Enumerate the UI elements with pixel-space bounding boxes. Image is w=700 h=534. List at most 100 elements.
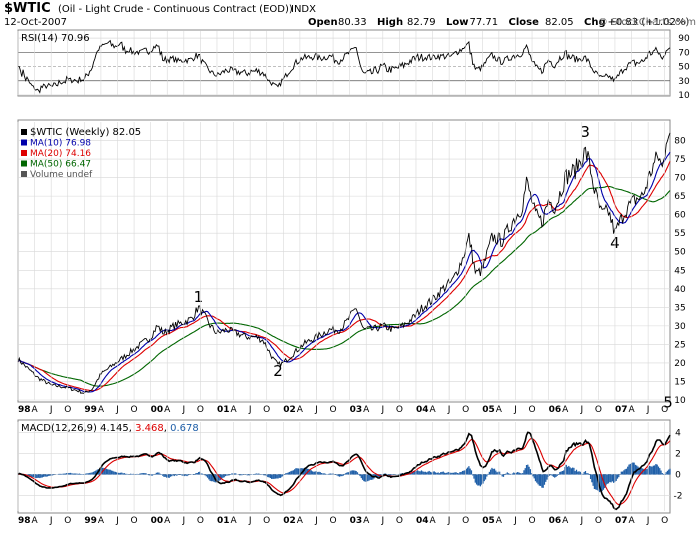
macd-histogram-bar xyxy=(572,468,573,475)
macd-histogram-bar xyxy=(490,470,491,475)
macd-histogram-bar xyxy=(486,474,487,476)
x-axis-layer: 9898AAJJOO9999AAJJOO0000AAJJOO0101AAJJOO… xyxy=(18,31,668,526)
macd-histogram-bar xyxy=(362,474,363,480)
macd-histogram-bar xyxy=(156,473,157,475)
macd-histogram-bar xyxy=(224,474,225,477)
month-tick-label: J xyxy=(248,405,252,415)
year-tick-label: 05 xyxy=(482,405,495,415)
macd-histogram-bar xyxy=(573,468,574,475)
macd-histogram-bar xyxy=(335,474,336,475)
macd-histogram-bar xyxy=(540,474,541,486)
macd-histogram-bar xyxy=(286,473,287,475)
macd-histogram-bar xyxy=(504,474,505,475)
macd-histogram-bar xyxy=(455,472,456,474)
price-tick-label: 50 xyxy=(674,248,686,258)
macd-histogram-bar xyxy=(429,471,430,475)
macd-histogram-bar xyxy=(145,473,146,474)
macd-histogram-bar xyxy=(462,471,463,475)
macd-histogram-bar xyxy=(418,471,419,474)
macd-histogram-bar xyxy=(356,471,357,475)
price-tick-label: 60 xyxy=(674,211,686,221)
macd-histogram-bar xyxy=(227,474,228,475)
year-tick-label: 00 xyxy=(151,405,164,415)
macd-histogram-bar xyxy=(622,472,623,475)
macd-histogram-bar xyxy=(595,474,596,489)
macd-histogram-bar xyxy=(628,465,629,475)
macd-histogram-bar xyxy=(440,472,441,474)
macd-histogram-bar xyxy=(553,474,554,476)
macd-histogram-bar xyxy=(420,471,421,474)
month-tick-label: O xyxy=(263,405,270,415)
year-tick-label: 04 xyxy=(416,405,429,415)
macd-histogram-bar xyxy=(231,473,232,474)
symbol-title: $WTIC xyxy=(4,1,51,16)
macd-histogram-bar xyxy=(116,472,117,474)
macd-histogram-bar xyxy=(391,474,392,475)
macd-histogram-bar xyxy=(487,474,488,475)
macd-histogram-bar xyxy=(525,468,526,474)
macd-histogram-bar xyxy=(58,474,59,475)
macd-histogram-bar xyxy=(576,470,577,475)
macd-histogram-bar xyxy=(325,474,326,475)
macd-histogram-bar xyxy=(423,472,424,475)
macd-histogram-bar xyxy=(463,471,464,475)
macd-histogram-bar xyxy=(505,474,506,475)
macd-histogram-bar xyxy=(625,469,626,474)
year-tick-label: 05 xyxy=(482,516,495,526)
month-tick-label: O xyxy=(197,405,204,415)
month-tick-label: J xyxy=(314,405,318,415)
month-tick-label: O xyxy=(595,405,602,415)
macd-histogram-bar xyxy=(367,474,368,481)
macd-histogram-bar xyxy=(38,474,39,477)
macd-histogram-bar xyxy=(450,473,451,475)
macd-histogram-bar xyxy=(185,474,186,475)
macd-histogram-bar xyxy=(532,474,533,476)
macd-histogram-bar xyxy=(657,465,658,475)
macd-histogram-bar xyxy=(75,474,76,475)
ma50-legend-swatch xyxy=(21,161,27,167)
macd-histogram-bar xyxy=(473,474,474,478)
macd-histogram-bar xyxy=(340,474,341,476)
year-tick-label: 04 xyxy=(416,516,429,526)
macd-histogram-bar xyxy=(74,473,75,474)
macd-histogram-bar xyxy=(352,470,353,474)
symbol-description: (Oil - Light Crude - Continuous Contract… xyxy=(58,4,293,15)
macd-histogram-bar xyxy=(534,474,535,478)
macd-histogram-bar xyxy=(467,468,468,475)
price-tick-label: 65 xyxy=(674,192,685,202)
month-tick-label: J xyxy=(314,516,318,526)
macd-histogram-bar xyxy=(202,474,203,475)
year-tick-label: 02 xyxy=(283,516,296,526)
month-tick-label: O xyxy=(263,516,270,526)
macd-histogram-bar xyxy=(317,472,318,474)
macd-histogram-bar xyxy=(468,466,469,474)
macd-histogram-bar xyxy=(575,471,576,474)
price-tick-label: 35 xyxy=(674,303,685,313)
macd-histogram-bar xyxy=(502,474,503,476)
macd-histogram-bar xyxy=(330,474,331,475)
ma50-legend-label: MA(50) 66.47 xyxy=(30,160,91,170)
macd-histogram-bar xyxy=(81,474,82,475)
macd-histogram-bar xyxy=(90,473,91,475)
month-tick-label: J xyxy=(646,516,650,526)
month-tick-label: J xyxy=(49,405,53,415)
macd-histogram-bar xyxy=(568,466,569,475)
price-tick-label: 10 xyxy=(674,396,686,406)
month-tick-label: A xyxy=(496,405,503,415)
year-tick-label: 01 xyxy=(217,516,230,526)
macd-histogram-bar xyxy=(250,474,251,475)
macd-histogram-bar xyxy=(39,474,40,478)
macd-histogram-bar xyxy=(426,472,427,474)
month-tick-label: J xyxy=(380,516,384,526)
macd-histogram-bar xyxy=(616,474,617,481)
month-tick-label: A xyxy=(363,516,370,526)
ohlc-label: Low xyxy=(446,17,468,28)
year-tick-label: 07 xyxy=(615,405,628,415)
macd-histogram-bar xyxy=(94,471,95,474)
macd-histogram-bar xyxy=(354,471,355,475)
macd-histogram-bar xyxy=(630,464,631,475)
macd-histogram-bar xyxy=(660,471,661,475)
macd-histogram-bar xyxy=(297,468,298,474)
